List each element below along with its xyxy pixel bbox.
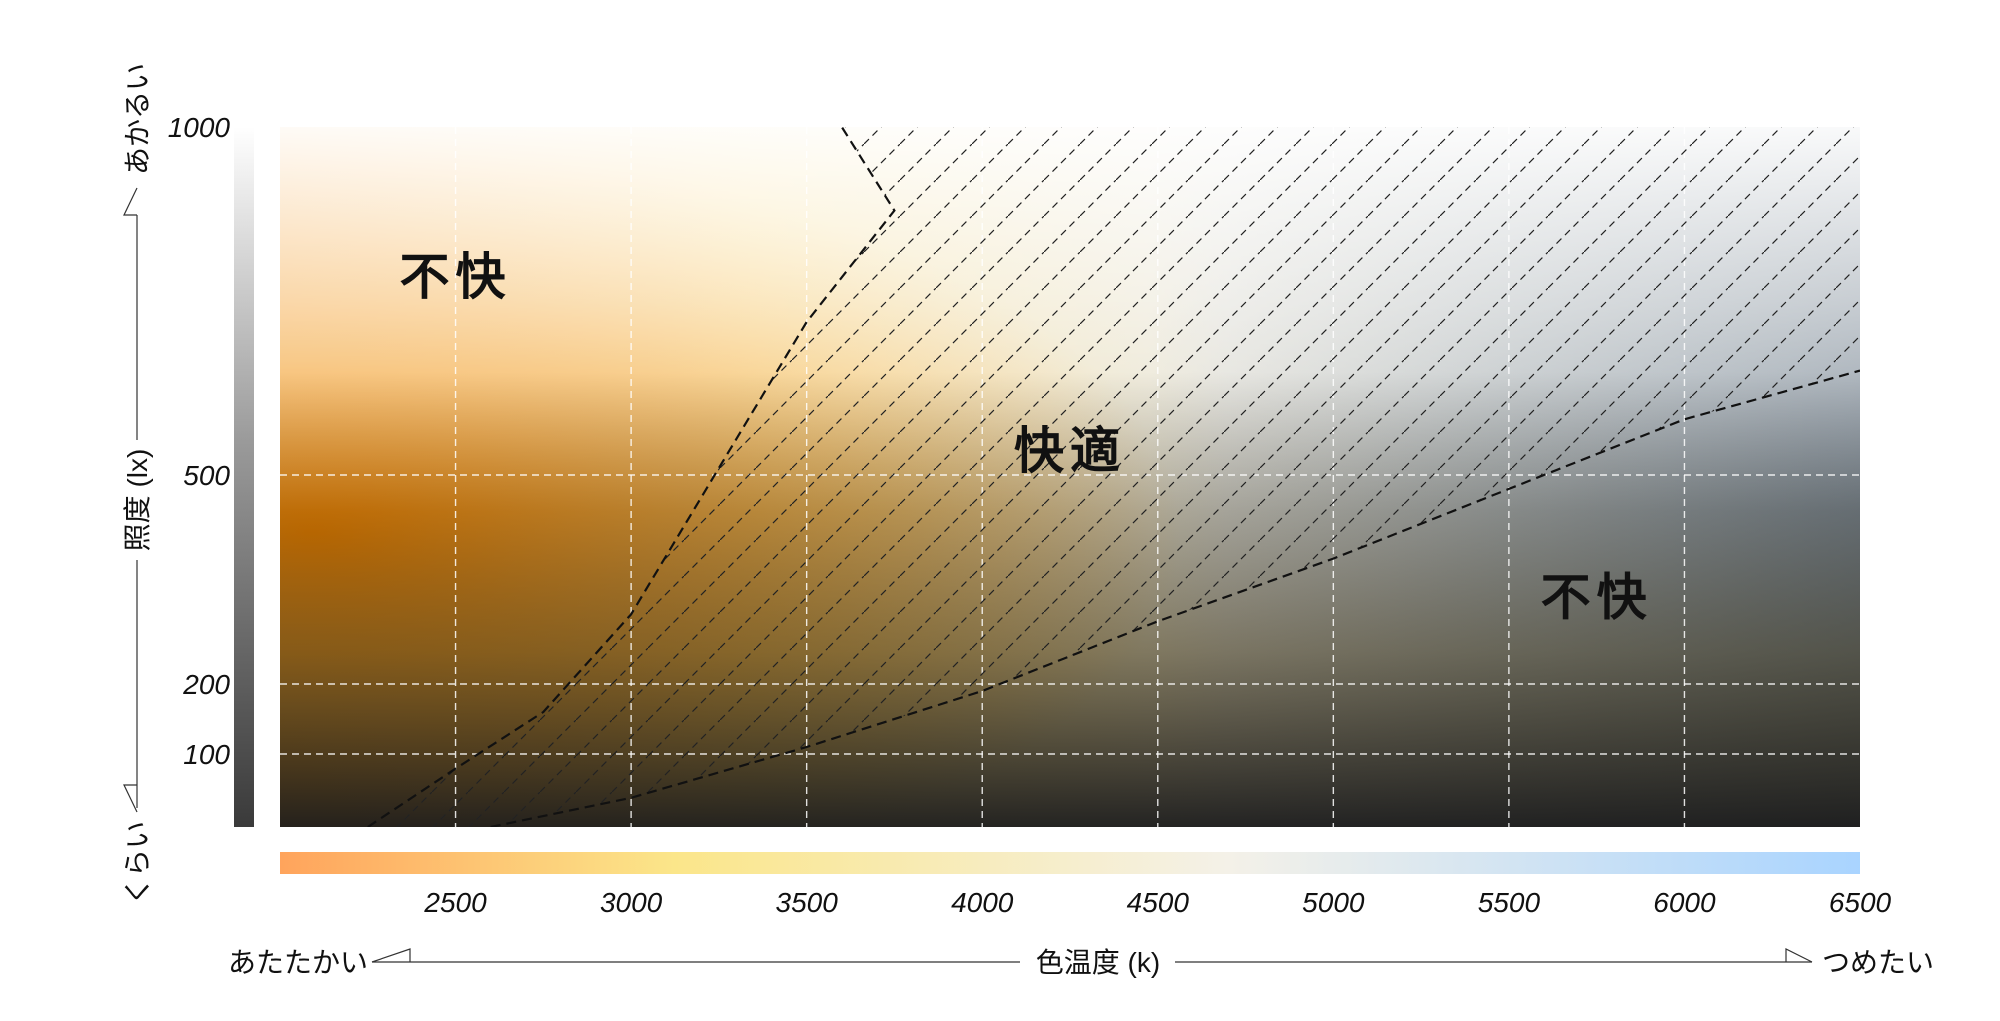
x-tick-label-5500: 5500 [1478, 887, 1541, 918]
x-axis-ticks: 2500 3000 3500 4000 4500 5000 5500 6000 6500 [423, 887, 1891, 918]
region-label-2: 不快 [1541, 569, 1653, 625]
x-tick-label-3000: 3000 [600, 887, 663, 918]
y-tick-label-1000: 1000 [168, 112, 231, 143]
y-tick-label-200: 200 [182, 669, 230, 700]
y-axis-ticks: 100 200 500 1000 [168, 112, 231, 770]
y-axis-arrow [123, 187, 138, 813]
x-axis-arrow [371, 948, 1813, 963]
boundary-curve-upper [367, 127, 896, 827]
y-tick-label-100: 100 [183, 739, 230, 770]
x-tick-label-5000: 5000 [1302, 887, 1365, 918]
y-axis-title: 照度 (lx) [122, 449, 153, 552]
comfort-zone-area [367, 127, 1860, 827]
comfort-zone-hatch [367, 127, 1860, 827]
x-tick-label-4500: 4500 [1127, 887, 1190, 918]
region-label-1: 快適 [1014, 423, 1126, 479]
x-axis-title: 色温度 (k) [1036, 947, 1160, 978]
boundary-curve-lower [490, 369, 1860, 827]
color-temperature-bar [280, 852, 1860, 874]
x-tick-label-2500: 2500 [423, 887, 487, 918]
x-tick-label-6000: 6000 [1653, 887, 1716, 918]
lux-gradient-bar [234, 127, 254, 827]
region-label-0: 不快 [400, 249, 512, 305]
y-axis-end-bottom: くらい [122, 821, 153, 905]
boundary-curves [367, 127, 1860, 827]
x-axis-end-left: あたたかい [228, 947, 368, 978]
x-tick-label-6500: 6500 [1829, 887, 1892, 918]
y-tick-label-500: 500 [183, 460, 230, 491]
x-tick-label-4000: 4000 [951, 887, 1014, 918]
x-tick-label-3500: 3500 [776, 887, 839, 918]
y-axis-end-top: あかるい [122, 63, 153, 175]
x-axis-end-right: つめたい [1822, 947, 1934, 978]
